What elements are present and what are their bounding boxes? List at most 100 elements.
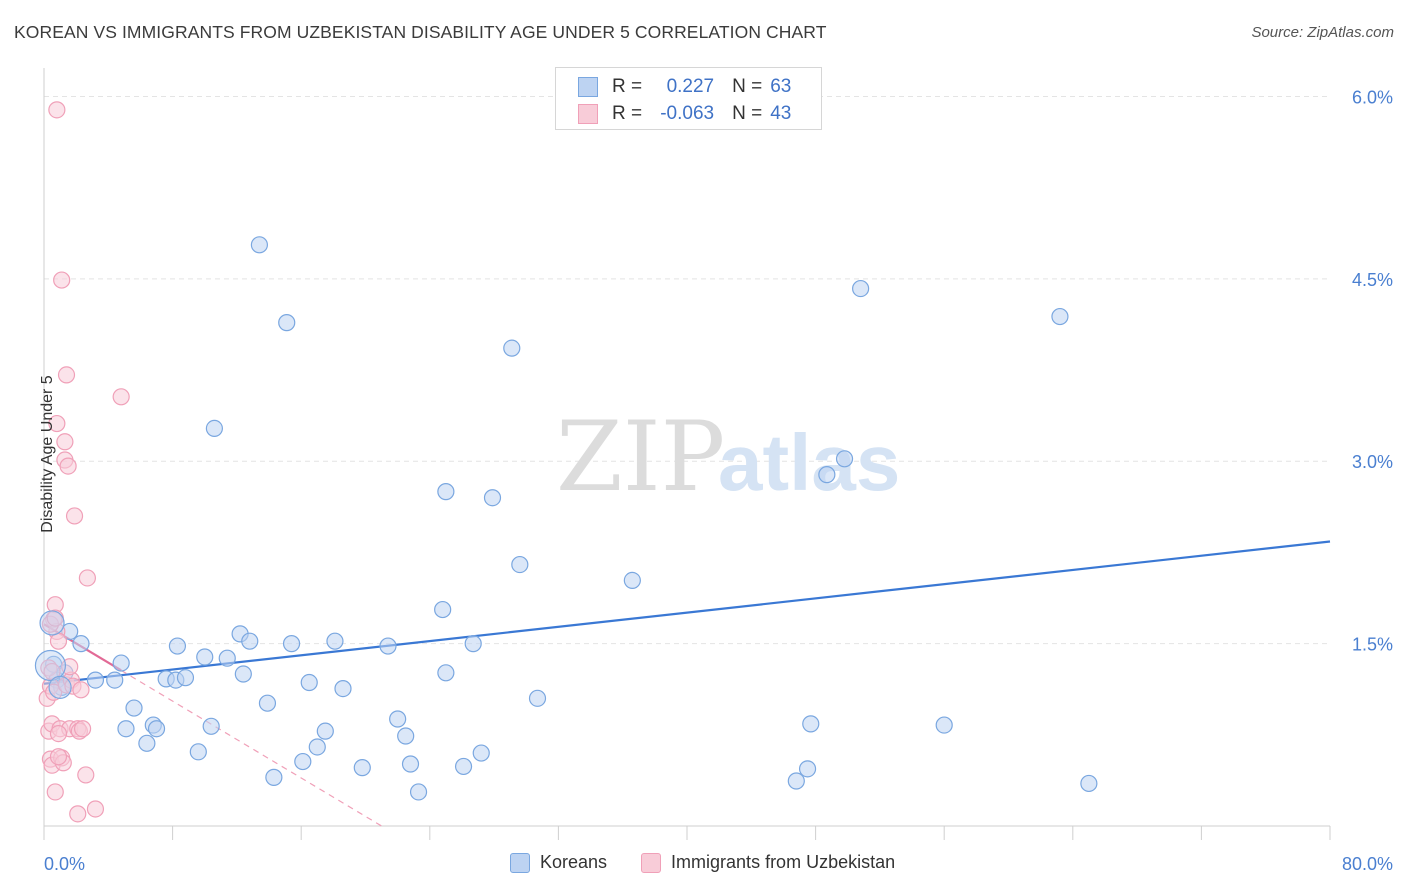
r-label: R = bbox=[612, 76, 643, 97]
korean-point bbox=[48, 675, 72, 699]
korean-point bbox=[802, 715, 820, 733]
uzbekistan-point bbox=[78, 569, 97, 587]
korean-point bbox=[294, 752, 312, 771]
korean-point bbox=[935, 716, 953, 734]
korean-point bbox=[282, 635, 301, 653]
x-tick-label: 80.0% bbox=[1342, 854, 1393, 874]
uzbekistan-point bbox=[57, 366, 76, 384]
korean-point bbox=[265, 768, 283, 786]
korean-point bbox=[528, 689, 547, 707]
korean-point bbox=[397, 727, 415, 745]
stats-row-koreans: R = 0.227 N = 63 bbox=[578, 75, 791, 99]
korean-point bbox=[1080, 774, 1098, 793]
uzbekistan-point bbox=[56, 433, 74, 451]
korean-point bbox=[511, 555, 529, 574]
uzbekistan-point bbox=[46, 783, 64, 801]
uzbekistan-point bbox=[112, 388, 130, 406]
y-axis-label: Disability Age Under 5 bbox=[39, 375, 56, 533]
korean-point bbox=[34, 649, 67, 682]
korean-point bbox=[334, 680, 352, 698]
korean-point bbox=[39, 610, 65, 636]
korean-point bbox=[434, 600, 452, 619]
watermark: ZIP atlas bbox=[556, 401, 900, 513]
y-tick-label: 6.0% bbox=[1352, 87, 1393, 107]
r-label: R = bbox=[612, 103, 643, 124]
korean-point bbox=[483, 489, 502, 507]
n-label: N = bbox=[732, 103, 763, 124]
korean-point bbox=[168, 637, 187, 655]
n-label: N = bbox=[732, 76, 763, 97]
korean-point bbox=[189, 743, 207, 761]
watermark-atlas: atlas bbox=[718, 418, 900, 507]
uzbekistan-point bbox=[86, 800, 105, 818]
korean-point bbox=[125, 699, 143, 717]
korean-point bbox=[176, 669, 195, 687]
korean-point bbox=[278, 314, 296, 332]
uzbekistan-point bbox=[77, 766, 95, 784]
uzbekistan-point bbox=[73, 720, 92, 738]
trend-lines bbox=[43, 540, 1331, 827]
source-label: Source: ZipAtlas.com bbox=[1251, 24, 1394, 41]
korean-point bbox=[196, 648, 214, 666]
korean-point bbox=[300, 673, 318, 692]
korean-point bbox=[454, 757, 473, 776]
korean-point bbox=[401, 755, 420, 773]
korean-point bbox=[437, 664, 455, 682]
x-tick-label: 0.0% bbox=[44, 854, 85, 874]
korean-point bbox=[623, 571, 641, 589]
korean-point bbox=[852, 279, 870, 298]
uzbekistan-point bbox=[48, 101, 66, 119]
stats-row-uzbekistan: R = -0.063 N = 43 bbox=[578, 102, 791, 126]
uzbekistan-point bbox=[49, 724, 68, 743]
korean-point bbox=[409, 783, 428, 801]
uzbekistan-point bbox=[59, 457, 77, 475]
chart-title: KOREAN VS IMMIGRANTS FROM UZBEKISTAN DIS… bbox=[14, 22, 827, 42]
stats-legend: R = 0.227 N = 63 R = -0.063 N = 43 bbox=[555, 67, 822, 130]
korean-point bbox=[86, 671, 105, 689]
korean-point bbox=[112, 654, 130, 672]
tick-labels: 1.5% 3.0% 4.5% 6.0% 0.0% 80.0% bbox=[44, 87, 1393, 874]
korean-point bbox=[472, 744, 490, 762]
korean-point bbox=[205, 419, 223, 438]
korean-point bbox=[138, 734, 156, 752]
n-value: 43 bbox=[770, 103, 792, 124]
korean-point bbox=[379, 637, 397, 655]
uzbekistan-point bbox=[69, 805, 87, 823]
korean-point bbox=[1051, 307, 1069, 326]
korean-point bbox=[818, 466, 836, 484]
uzbekistan-point bbox=[53, 271, 71, 289]
koreans-swatch bbox=[578, 77, 598, 97]
bottom-legend: Koreans Immigrants from Uzbekistan bbox=[510, 852, 919, 873]
legend-label-koreans: Koreans bbox=[540, 852, 608, 872]
r-value: -0.063 bbox=[660, 103, 715, 124]
legend-item-uzbekistan[interactable]: Immigrants from Uzbekistan bbox=[641, 852, 895, 873]
korean-point bbox=[787, 772, 805, 790]
watermark-zip: ZIP bbox=[556, 401, 725, 513]
y-tick-label: 1.5% bbox=[1352, 635, 1393, 655]
legend-label-uzbekistan: Immigrants from Uzbekistan bbox=[671, 852, 896, 872]
korean-point bbox=[72, 635, 90, 653]
data-points bbox=[34, 101, 1098, 823]
korean-point bbox=[308, 738, 326, 756]
korean-point bbox=[798, 760, 817, 778]
korean-point bbox=[316, 722, 334, 740]
korean-point bbox=[437, 483, 455, 501]
korean-point bbox=[258, 694, 277, 712]
uzbekistan-legend-swatch bbox=[641, 852, 662, 873]
korean-point bbox=[326, 632, 344, 650]
korean-trend-line bbox=[43, 540, 1331, 685]
korean-point bbox=[241, 632, 259, 650]
korean-point bbox=[464, 635, 482, 653]
korean-point bbox=[218, 649, 236, 667]
grid bbox=[44, 95, 1330, 645]
legend-item-koreans[interactable]: Koreans bbox=[510, 852, 607, 873]
korean-point bbox=[250, 236, 269, 254]
korean-point bbox=[147, 720, 166, 738]
uzbekistan-point bbox=[48, 414, 66, 433]
korean-point bbox=[117, 720, 135, 738]
koreans-legend-swatch bbox=[510, 852, 530, 873]
uzbekistan-swatch bbox=[578, 104, 598, 124]
korean-point bbox=[835, 450, 854, 468]
uzbekistan-point bbox=[49, 632, 68, 650]
